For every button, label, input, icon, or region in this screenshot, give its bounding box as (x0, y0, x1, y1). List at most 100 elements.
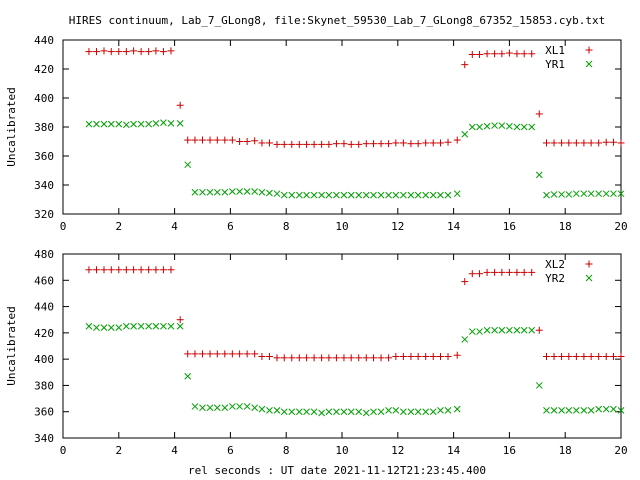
top-point-xl1 (303, 140, 311, 148)
top-point-yr1 (543, 191, 550, 199)
top-point-xl1 (243, 138, 251, 145)
top-point-xl1 (399, 139, 407, 147)
bottom-point-yr2 (115, 324, 123, 331)
top-point-yr1 (453, 190, 461, 198)
bottom-point-yr2 (191, 403, 199, 410)
bottom-point-xl2 (505, 268, 513, 276)
bottom-point-xl2 (318, 354, 326, 362)
bottom-point-yr2 (476, 328, 483, 335)
top-point-yr1 (273, 190, 281, 198)
top-point-yr1 (85, 120, 93, 128)
top-point-yr1 (266, 189, 273, 197)
bottom-point-xl2 (476, 270, 484, 278)
bottom-point-yr2 (137, 322, 145, 330)
bottom-point-yr2 (221, 404, 229, 412)
bottom-point-yr2 (206, 404, 214, 412)
bottom-point-xl2 (251, 350, 259, 358)
top-xtick-label: 4 (171, 220, 178, 233)
top-point-yr1 (602, 190, 610, 198)
bottom-point-xl2 (280, 354, 288, 362)
bottom-point-xl2 (543, 353, 551, 361)
top-point-yr1 (610, 190, 617, 198)
top-point-xl1 (295, 140, 303, 148)
bottom-point-xl2 (468, 270, 476, 278)
bottom-point-xl2 (609, 353, 617, 361)
bottom-point-xl2 (145, 266, 153, 274)
bottom-point-xl2 (303, 354, 311, 362)
top-point-xl1 (258, 139, 266, 147)
top-point-xl1 (115, 48, 123, 56)
top-point-yr1 (310, 191, 318, 199)
bottom-point-xl2 (392, 353, 400, 361)
bottom-point-yr2 (176, 322, 184, 330)
bottom-point-xl2 (414, 353, 422, 361)
bottom-point-xl2 (572, 353, 580, 361)
bottom-point-yr2 (318, 409, 325, 417)
bottom-point-yr2 (602, 405, 610, 413)
top-point-xl1 (184, 136, 192, 144)
bottom-point-yr2 (461, 336, 469, 343)
bottom-point-yr2 (347, 408, 355, 416)
bottom-point-xl2 (295, 354, 303, 362)
bottom-point-xl2 (206, 350, 214, 358)
top-point-xl1 (191, 136, 199, 144)
bottom-point-yr2 (506, 326, 513, 334)
top-point-xl1 (429, 139, 437, 147)
top-point-xl1 (513, 50, 521, 58)
bottom-legend-label-xl2: XL2 (545, 258, 565, 271)
top-point-yr1 (236, 188, 243, 195)
bottom-point-xl2 (347, 354, 355, 362)
top-point-yr1 (520, 123, 528, 131)
top-point-yr1 (176, 120, 184, 127)
bottom-point-xl2 (159, 266, 167, 274)
top-point-xl1 (273, 140, 281, 148)
top-point-yr1 (191, 188, 199, 196)
bottom-point-xl2 (137, 266, 145, 274)
bottom-point-yr2 (617, 407, 625, 414)
bottom-point-xl2 (491, 268, 499, 276)
bottom-point-xl2 (236, 350, 244, 358)
bottom-ytick-label: 420 (34, 327, 54, 340)
bottom-xtick-label: 2 (115, 444, 122, 457)
top-point-xl1 (280, 140, 288, 148)
top-point-yr1 (580, 190, 588, 198)
bottom-point-xl2 (580, 353, 588, 361)
bottom-point-yr2 (385, 407, 392, 414)
bottom-point-xl2 (617, 353, 625, 361)
top-xtick-label: 8 (283, 220, 290, 233)
bottom-point-xl2 (407, 353, 415, 361)
x-axis-label: rel seconds : UT date 2021-11-12T21:23:4… (188, 464, 486, 477)
bottom-point-xl2 (483, 268, 491, 276)
bottom-panel: 0 2 4 6 8 10 12 14 16 18 20 340 360 380 400 420 440 460 48… (5, 248, 628, 457)
bottom-point-xl2 (228, 350, 236, 358)
top-point-xl1 (340, 140, 348, 148)
bottom-point-yr2 (528, 326, 536, 334)
top-legend-marker-yr1 (585, 60, 593, 68)
bottom-point-xl2 (355, 354, 363, 362)
bottom-axes: 0 2 4 6 8 10 12 14 16 18 20 340 360 380 400 420 440 460 48… (34, 248, 628, 457)
top-point-xl1 (288, 140, 296, 148)
top-point-yr1 (107, 120, 115, 128)
top-point-yr1 (491, 122, 498, 129)
bottom-ytick-label: 360 (34, 406, 54, 419)
top-point-yr1 (370, 191, 377, 199)
top-point-xl1 (251, 137, 259, 145)
top-point-yr1 (483, 122, 491, 130)
bottom-point-yr2 (483, 326, 491, 334)
bottom-point-yr2 (199, 404, 206, 412)
bottom-xtick-label: 14 (447, 444, 461, 457)
bottom-point-xl2 (130, 266, 138, 274)
top-xtick-label: 2 (115, 220, 122, 233)
top-point-xl1 (228, 136, 236, 144)
bottom-legend-marker-xl2 (585, 260, 593, 268)
top-point-yr1 (347, 191, 355, 199)
bottom-point-xl2 (176, 316, 184, 324)
bottom-point-yr2 (565, 407, 573, 414)
top-legend-label-yr1: YR1 (545, 58, 565, 71)
bottom-point-xl2 (325, 354, 333, 362)
top-point-xl1 (221, 136, 229, 144)
top-point-xl1 (310, 140, 318, 148)
bottom-point-xl2 (273, 354, 281, 362)
top-point-xl1 (580, 139, 588, 147)
